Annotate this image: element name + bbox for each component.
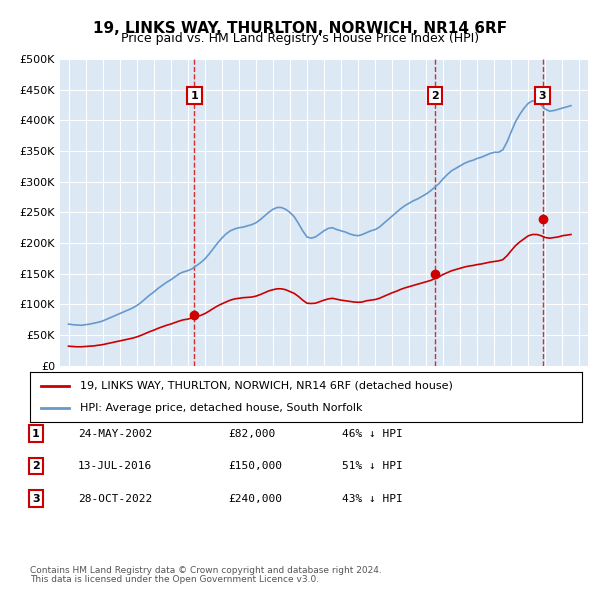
Text: 43% ↓ HPI: 43% ↓ HPI — [342, 494, 403, 503]
Text: 51% ↓ HPI: 51% ↓ HPI — [342, 461, 403, 471]
Text: 3: 3 — [32, 494, 40, 503]
Text: 24-MAY-2002: 24-MAY-2002 — [78, 429, 152, 438]
Text: 3: 3 — [539, 91, 547, 101]
Text: This data is licensed under the Open Government Licence v3.0.: This data is licensed under the Open Gov… — [30, 575, 319, 584]
Text: Contains HM Land Registry data © Crown copyright and database right 2024.: Contains HM Land Registry data © Crown c… — [30, 566, 382, 575]
Text: Price paid vs. HM Land Registry's House Price Index (HPI): Price paid vs. HM Land Registry's House … — [121, 32, 479, 45]
Text: £150,000: £150,000 — [228, 461, 282, 471]
Text: 1: 1 — [32, 429, 40, 438]
Text: 2: 2 — [431, 91, 439, 101]
Text: 1: 1 — [191, 91, 198, 101]
Text: HPI: Average price, detached house, South Norfolk: HPI: Average price, detached house, Sout… — [80, 403, 362, 413]
Text: 19, LINKS WAY, THURLTON, NORWICH, NR14 6RF (detached house): 19, LINKS WAY, THURLTON, NORWICH, NR14 6… — [80, 381, 452, 391]
Text: 28-OCT-2022: 28-OCT-2022 — [78, 494, 152, 503]
Text: 19, LINKS WAY, THURLTON, NORWICH, NR14 6RF: 19, LINKS WAY, THURLTON, NORWICH, NR14 6… — [93, 21, 507, 35]
Text: £240,000: £240,000 — [228, 494, 282, 503]
Text: 13-JUL-2016: 13-JUL-2016 — [78, 461, 152, 471]
Text: 2: 2 — [32, 461, 40, 471]
Text: 46% ↓ HPI: 46% ↓ HPI — [342, 429, 403, 438]
Text: £82,000: £82,000 — [228, 429, 275, 438]
